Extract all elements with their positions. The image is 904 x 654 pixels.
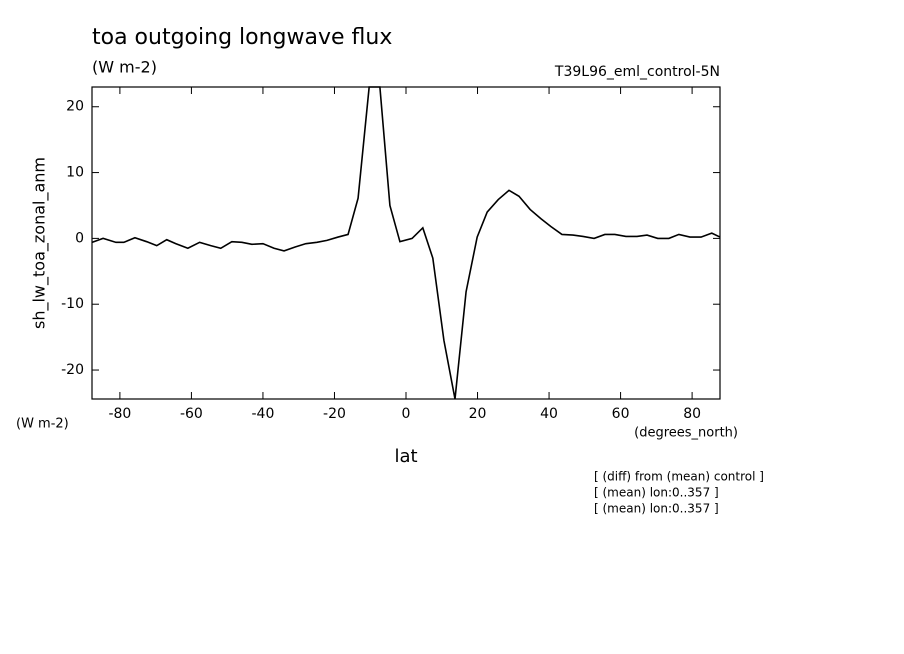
y-units: (W m-2) <box>16 417 69 432</box>
x-tick-label: -20 <box>323 406 346 422</box>
y-tick-label: -20 <box>61 362 84 378</box>
x-tick-label: 60 <box>612 406 630 422</box>
chart-subtitle: (W m-2) <box>92 58 157 77</box>
x-tick-label: 80 <box>683 406 701 422</box>
note: [ (mean) lon:0..357 ] <box>594 502 719 516</box>
x-tick-label: 20 <box>469 406 487 422</box>
y-tick-label: 10 <box>66 165 84 181</box>
note: [ (diff) from (mean) control ] <box>594 470 764 484</box>
x-tick-label: 40 <box>540 406 558 422</box>
y-tick-label: -10 <box>61 296 84 312</box>
x-axis-label: lat <box>394 446 417 467</box>
chart-title: toa outgoing longwave flux <box>92 25 392 50</box>
x-units: (degrees_north) <box>634 426 738 441</box>
x-tick-label: -60 <box>180 406 203 422</box>
data-line <box>91 86 721 400</box>
x-tick-label: -40 <box>252 406 275 422</box>
dataset-label: T39L96_eml_control-5N <box>554 64 720 80</box>
y-tick-label: 0 <box>75 230 84 246</box>
y-tick-label: 20 <box>66 99 84 115</box>
note: [ (mean) lon:0..357 ] <box>594 486 719 500</box>
plot-frame <box>91 86 721 400</box>
y-axis-label: sh_lw_toa_zonal_anm <box>30 157 50 329</box>
x-tick-label: -80 <box>108 406 131 422</box>
x-tick-label: 0 <box>402 406 411 422</box>
